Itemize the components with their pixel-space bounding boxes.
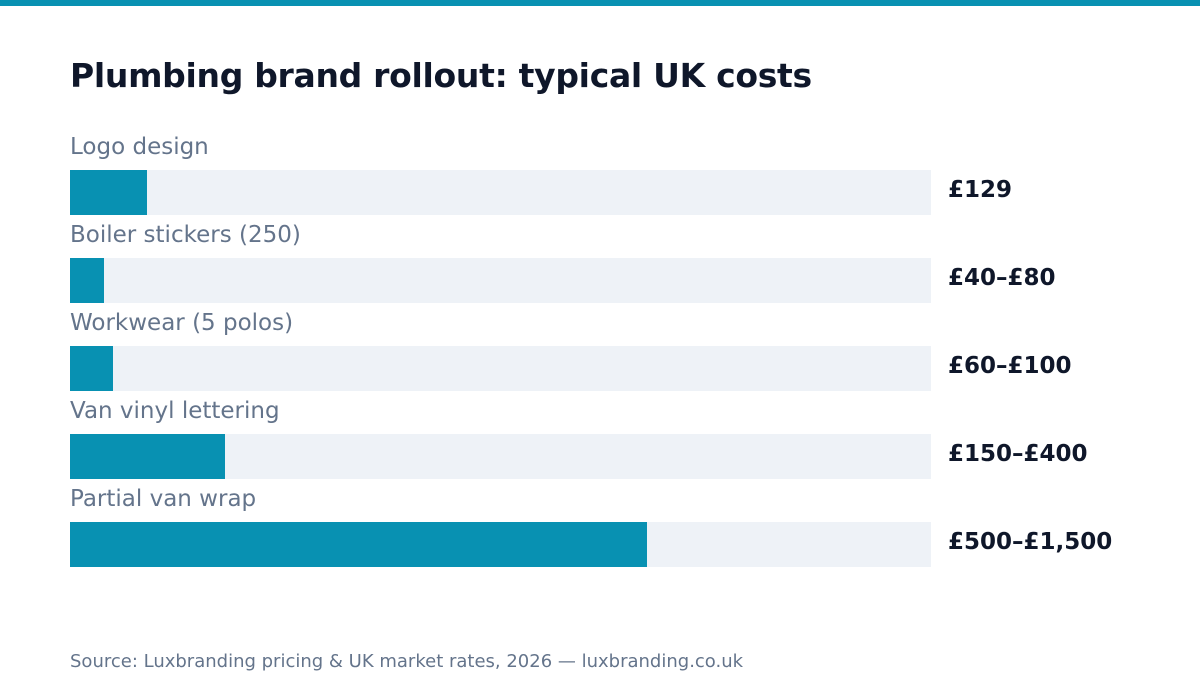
- bar-row: Partial van wrap £500–£1,500: [70, 486, 1170, 574]
- bar-track: [70, 258, 931, 303]
- bar-row: Workwear (5 polos) £60–£100: [70, 310, 1170, 398]
- value-label: £40–£80: [948, 265, 1056, 291]
- bar: [70, 346, 113, 391]
- category-label: Workwear (5 polos): [70, 310, 294, 336]
- chart-title: Plumbing brand rollout: typical UK costs: [70, 56, 812, 95]
- value-label: £150–£400: [948, 441, 1088, 467]
- bar-track: [70, 434, 931, 479]
- bar: [70, 434, 225, 479]
- bar: [70, 522, 647, 567]
- bar-row: Logo design £129: [70, 134, 1170, 222]
- bar-row: Van vinyl lettering £150–£400: [70, 398, 1170, 486]
- category-label: Partial van wrap: [70, 486, 257, 512]
- value-label: £129: [948, 177, 1013, 203]
- bar-track: [70, 170, 931, 215]
- bar-track: [70, 522, 931, 567]
- bar-row: Boiler stickers (250) £40–£80: [70, 222, 1170, 310]
- category-label: Van vinyl lettering: [70, 398, 280, 424]
- bar-chart: Logo design £129 Boiler stickers (250) £40–…: [70, 134, 1170, 594]
- value-label: £500–£1,500: [948, 529, 1113, 555]
- category-label: Boiler stickers (250): [70, 222, 301, 248]
- category-label: Logo design: [70, 134, 209, 160]
- bar-track: [70, 346, 931, 391]
- bar: [70, 258, 104, 303]
- top-accent-bar: [0, 0, 1200, 6]
- bar: [70, 170, 147, 215]
- source-note: Source: Luxbranding pricing & UK market …: [70, 651, 744, 672]
- value-label: £60–£100: [948, 353, 1072, 379]
